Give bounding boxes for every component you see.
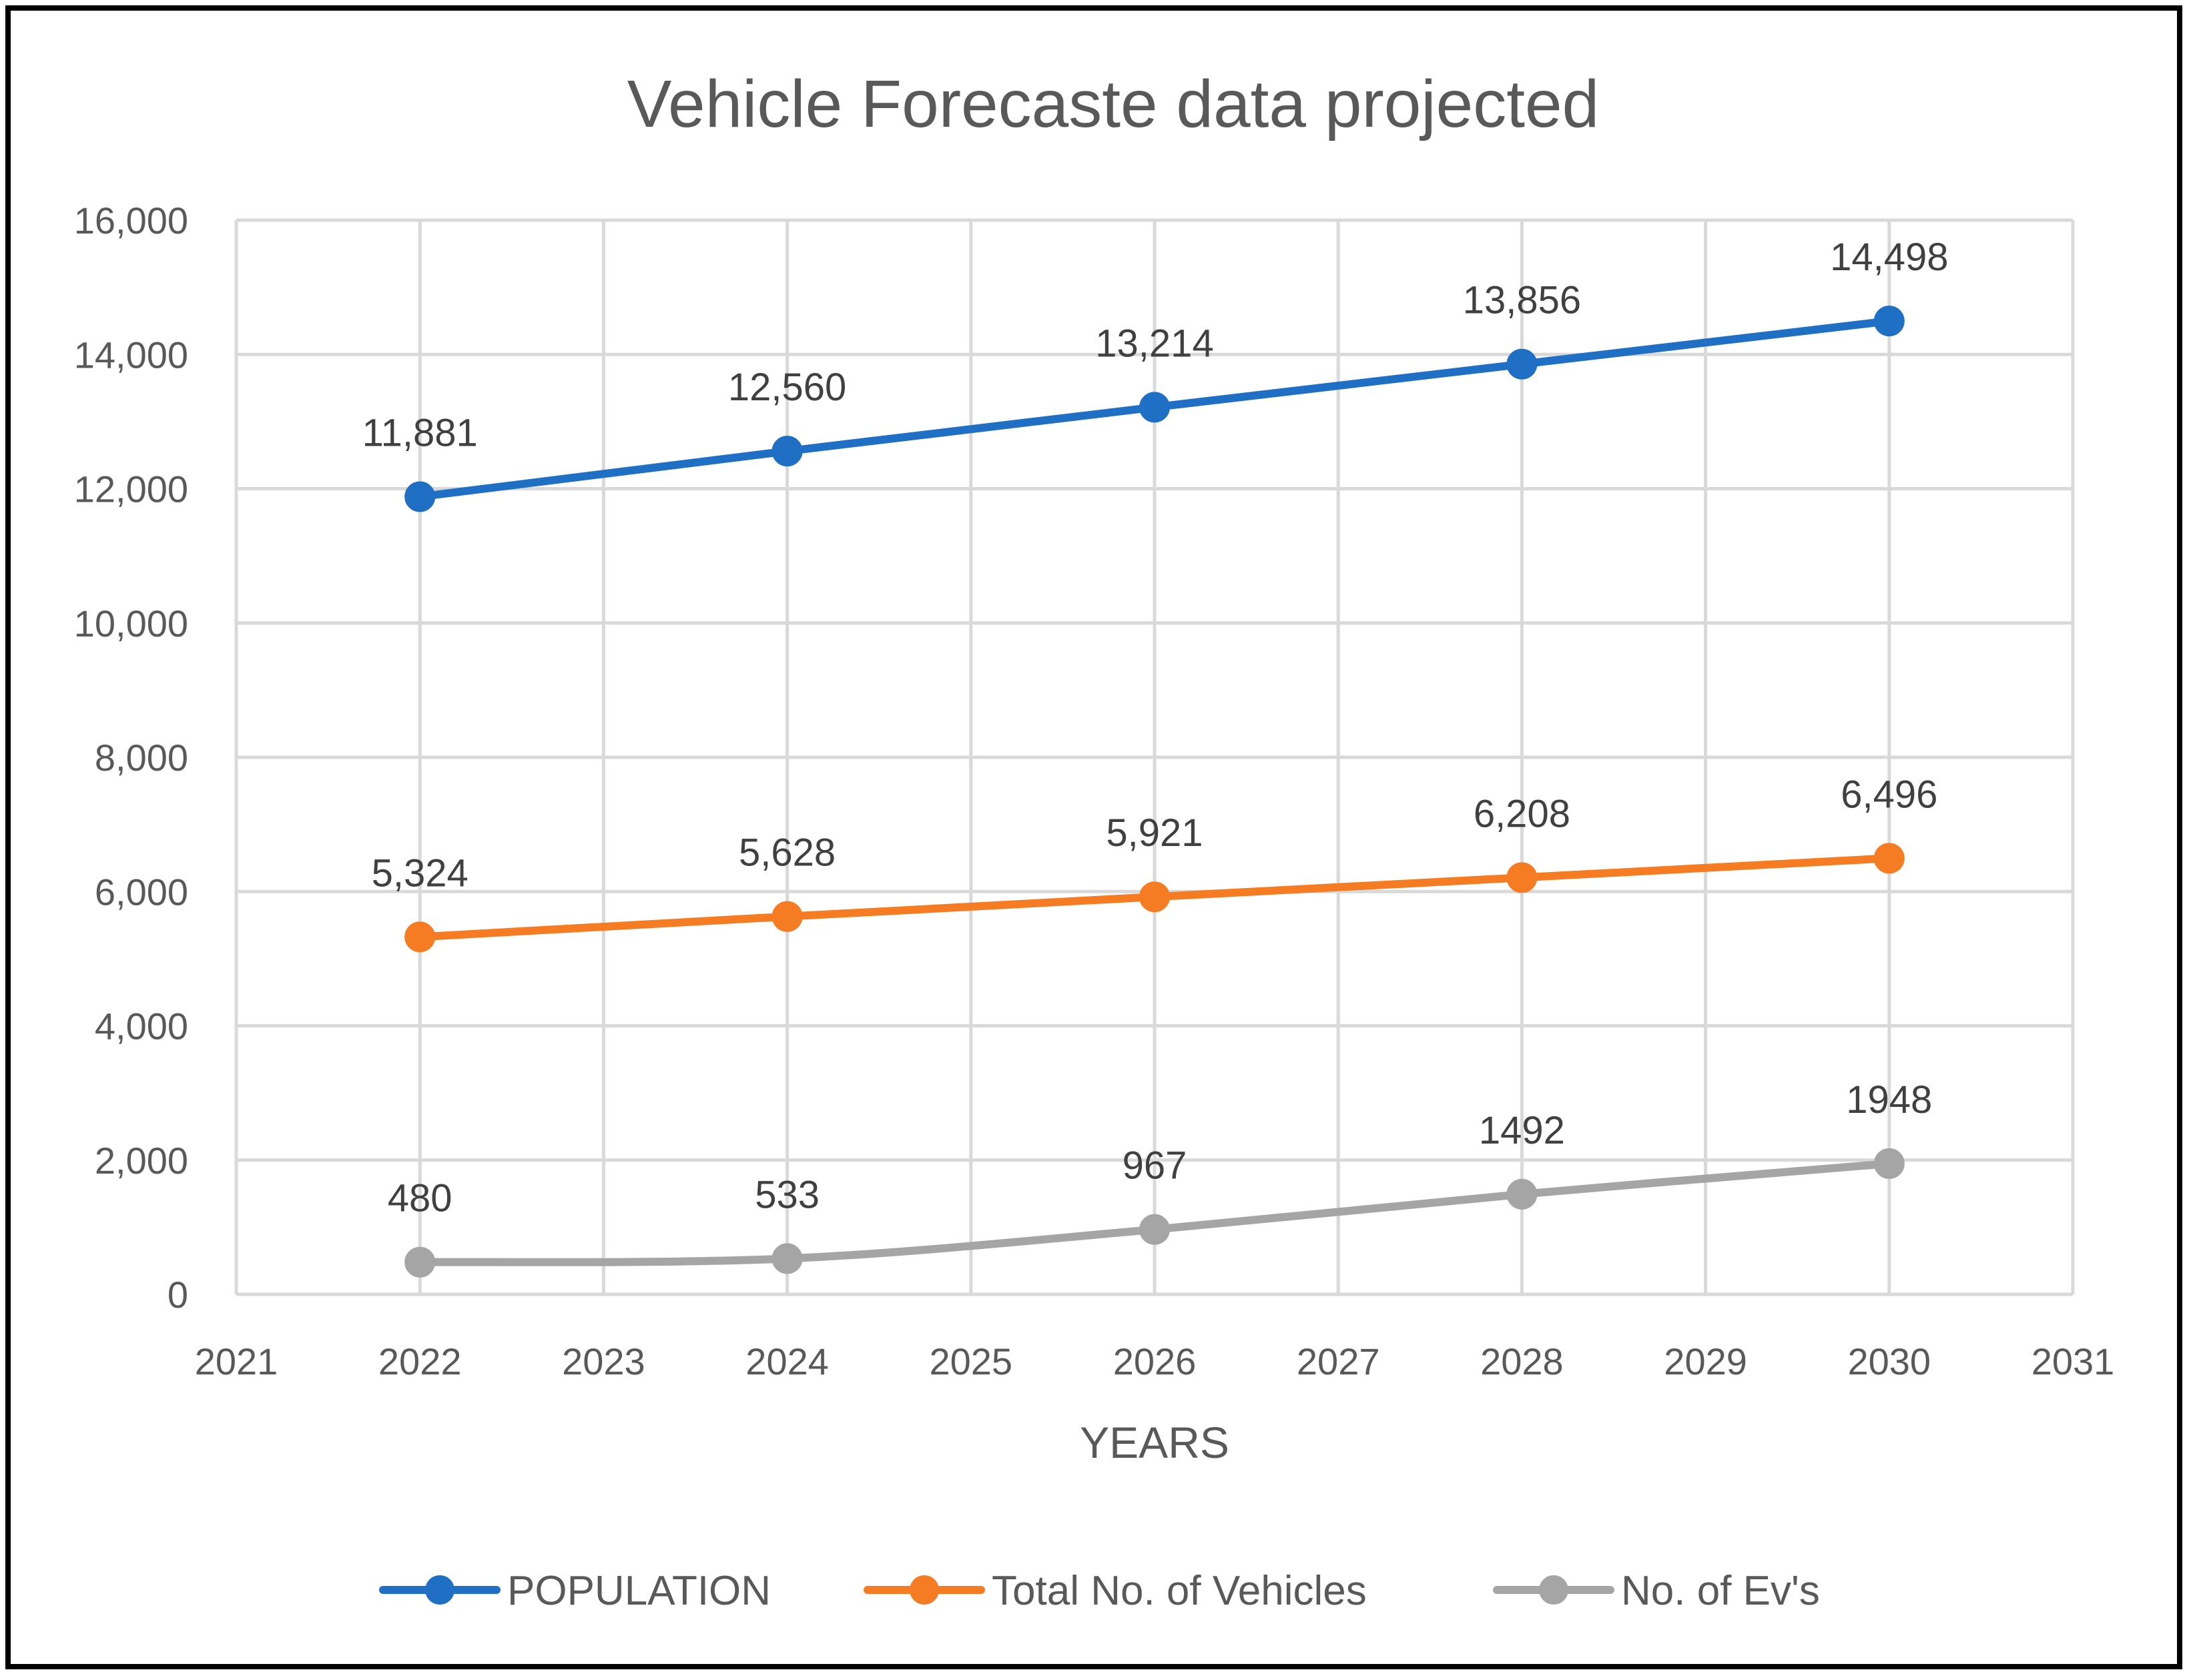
data-label: 11,881 xyxy=(362,411,478,454)
data-point xyxy=(1506,1178,1538,1210)
y-tick-label: 16,000 xyxy=(74,199,188,242)
x-tick-label: 2021 xyxy=(195,1340,278,1382)
chart-title: Vehicle Forecaste data projected xyxy=(627,67,1599,141)
chart-frame xyxy=(5,5,2182,1669)
legend-label: No. of Ev's xyxy=(1621,1568,1820,1614)
data-label: 13,856 xyxy=(1463,279,1581,322)
data-label: 533 xyxy=(755,1173,820,1216)
x-tick-label: 2029 xyxy=(1664,1340,1747,1382)
x-tick-label: 2030 xyxy=(1848,1340,1931,1382)
data-labels: 11,881 12,560 13,214 13,856 14,498 5,324 5,628… xyxy=(362,236,1949,1220)
data-point xyxy=(404,1246,436,1278)
data-label: 1492 xyxy=(1479,1109,1565,1152)
y-tick-label: 8,000 xyxy=(95,737,188,779)
data-point xyxy=(1873,1148,1905,1179)
legend-swatch-marker xyxy=(910,1575,939,1605)
x-tick-label: 2027 xyxy=(1297,1340,1380,1382)
y-tick-label: 12,000 xyxy=(74,468,188,510)
x-tick-label: 2025 xyxy=(930,1340,1013,1382)
y-tick-label: 2,000 xyxy=(95,1140,188,1182)
data-point xyxy=(1139,881,1170,913)
data-point xyxy=(404,921,436,953)
data-point xyxy=(1873,306,1905,337)
legend: POPULATION Total No. of Vehicles No. of Ev… xyxy=(379,1568,1820,1614)
legend-swatch-marker xyxy=(1539,1575,1568,1605)
grid xyxy=(234,218,2075,1296)
legend-swatch-marker xyxy=(425,1575,454,1605)
data-label: 967 xyxy=(1123,1144,1187,1188)
legend-label: POPULATION xyxy=(507,1568,771,1614)
data-label: 12,560 xyxy=(728,366,846,409)
data-label: 5,628 xyxy=(739,831,836,875)
data-label: 5,324 xyxy=(372,851,468,895)
legend-label: Total No. of Vehicles xyxy=(992,1568,1367,1614)
x-tick-label: 2024 xyxy=(745,1340,829,1382)
x-tick-label: 2023 xyxy=(562,1340,645,1382)
series-lines xyxy=(404,306,1905,1278)
x-tick-label: 2028 xyxy=(1480,1340,1564,1382)
data-label: 6,496 xyxy=(1841,773,1937,816)
x-tick-label: 2026 xyxy=(1113,1340,1197,1382)
y-tick-label: 14,000 xyxy=(74,334,188,376)
data-point xyxy=(771,436,803,467)
data-point xyxy=(1139,392,1170,423)
data-point xyxy=(1506,348,1538,380)
data-label: 1948 xyxy=(1846,1078,1932,1122)
data-point xyxy=(771,901,803,932)
y-tick-label: 0 xyxy=(168,1274,188,1316)
y-tick-label: 10,000 xyxy=(74,602,188,645)
x-tick-label: 2031 xyxy=(2031,1340,2115,1382)
x-axis-title: YEARS xyxy=(1080,1418,1229,1467)
data-label: 13,214 xyxy=(1095,322,1213,365)
data-label: 14,498 xyxy=(1830,236,1948,279)
data-label: 5,921 xyxy=(1106,811,1203,855)
data-label: 6,208 xyxy=(1474,792,1570,835)
data-point xyxy=(404,481,436,512)
y-tick-label: 6,000 xyxy=(95,871,188,913)
data-label: 480 xyxy=(388,1177,452,1220)
y-tick-label: 4,000 xyxy=(95,1005,188,1047)
axis-ticks: 2021 2022 2023 2024 2025 2026 2027 2028 2029 2030… xyxy=(74,199,2115,1382)
data-point xyxy=(1139,1214,1170,1245)
data-point xyxy=(1873,843,1905,874)
x-tick-label: 2022 xyxy=(378,1340,462,1382)
data-point xyxy=(771,1243,803,1274)
data-point xyxy=(1506,862,1538,893)
